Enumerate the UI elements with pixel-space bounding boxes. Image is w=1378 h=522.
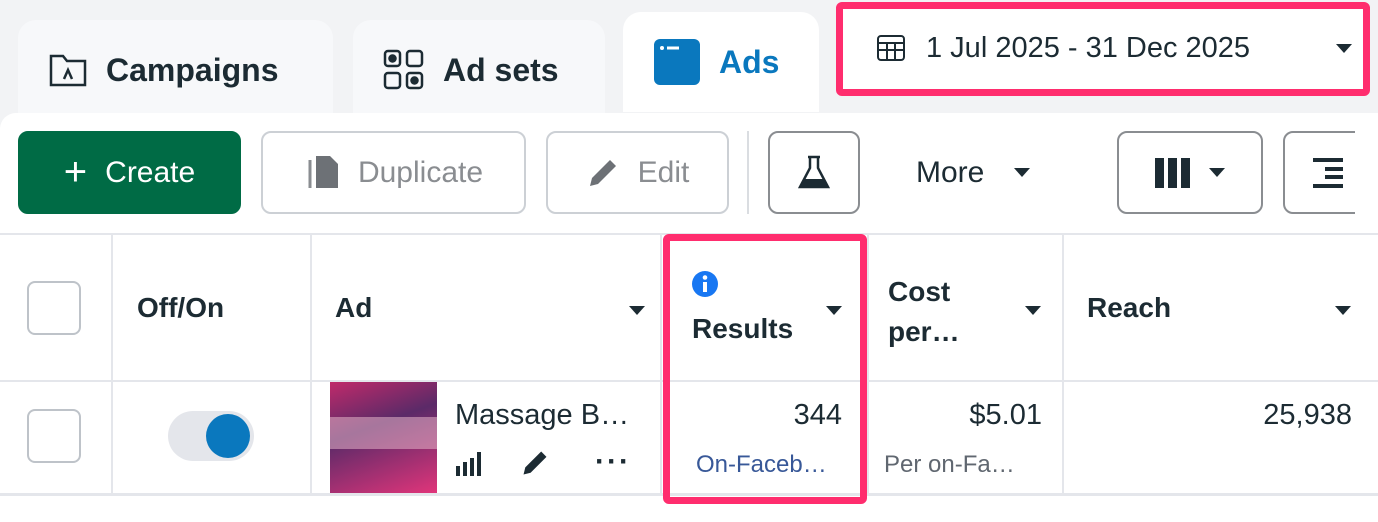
- reach-value: 25,938: [1263, 399, 1352, 431]
- ad-icon: [654, 39, 700, 85]
- column-header-reach[interactable]: Reach: [1087, 292, 1172, 323]
- highlight-box: [663, 234, 867, 504]
- flask-icon: [797, 155, 831, 188]
- tab-ad-sets[interactable]: Ad sets: [353, 20, 605, 120]
- columns-icon: [1155, 157, 1190, 188]
- sort-caret-icon[interactable]: [1335, 306, 1351, 315]
- column-header-cost-per[interactable]: Cost per…: [888, 276, 960, 347]
- tab-campaigns[interactable]: Campaigns: [18, 20, 333, 120]
- chart-icon[interactable]: [456, 452, 482, 476]
- more-options-icon[interactable]: ···: [595, 445, 631, 478]
- duplicate-button[interactable]: Duplicate: [261, 131, 526, 214]
- divider: [747, 131, 749, 214]
- create-button[interactable]: + Create: [18, 131, 241, 214]
- chevron-down-icon: [1336, 44, 1352, 53]
- chevron-down-icon: [1014, 168, 1031, 177]
- cost-type: Per on-Fa…: [884, 451, 1015, 478]
- calendar-icon: [877, 35, 905, 61]
- select-all-checkbox[interactable]: [27, 281, 81, 335]
- cost-value: $5.01: [969, 399, 1042, 431]
- tab-label: Ad sets: [443, 51, 559, 88]
- grid-icon: [383, 49, 424, 90]
- ad-name[interactable]: Massage B…: [455, 399, 630, 431]
- highlight-box: [836, 2, 1370, 96]
- sort-caret-icon[interactable]: [1025, 306, 1041, 315]
- folder-icon: [49, 54, 87, 87]
- info-icon[interactable]: [691, 270, 719, 298]
- tab-label: Ads: [719, 43, 780, 80]
- date-range-label: 1 Jul 2025 - 31 Dec 2025: [926, 31, 1251, 64]
- results-value: 344: [793, 399, 842, 431]
- tab-label: Campaigns: [106, 51, 279, 88]
- column-header-off-on: Off/On: [137, 292, 225, 323]
- on-off-toggle[interactable]: [168, 411, 254, 461]
- date-range-picker[interactable]: 1 Jul 2025 - 31 Dec 2025: [840, 6, 1364, 90]
- pencil-icon[interactable]: [520, 448, 550, 478]
- results-type[interactable]: On-Faceb…: [696, 451, 827, 478]
- breakdown-icon: [1313, 157, 1343, 188]
- sort-caret-icon[interactable]: [629, 306, 645, 315]
- tab-ads[interactable]: Ads: [623, 12, 819, 112]
- column-header-results[interactable]: Results: [692, 313, 794, 344]
- duplicate-icon: [308, 155, 338, 188]
- plus-icon: +: [63, 150, 88, 194]
- column-header-ad[interactable]: Ad: [335, 292, 373, 323]
- test-button[interactable]: [768, 131, 860, 214]
- chevron-down-icon: [1209, 168, 1225, 177]
- row-checkbox[interactable]: [27, 409, 81, 463]
- sort-caret-icon[interactable]: [826, 306, 842, 315]
- pencil-icon: [589, 159, 616, 186]
- ad-thumbnail: [330, 382, 437, 493]
- columns-button[interactable]: [1117, 131, 1263, 214]
- more-button[interactable]: More: [900, 131, 1060, 214]
- edit-button[interactable]: Edit: [546, 131, 729, 214]
